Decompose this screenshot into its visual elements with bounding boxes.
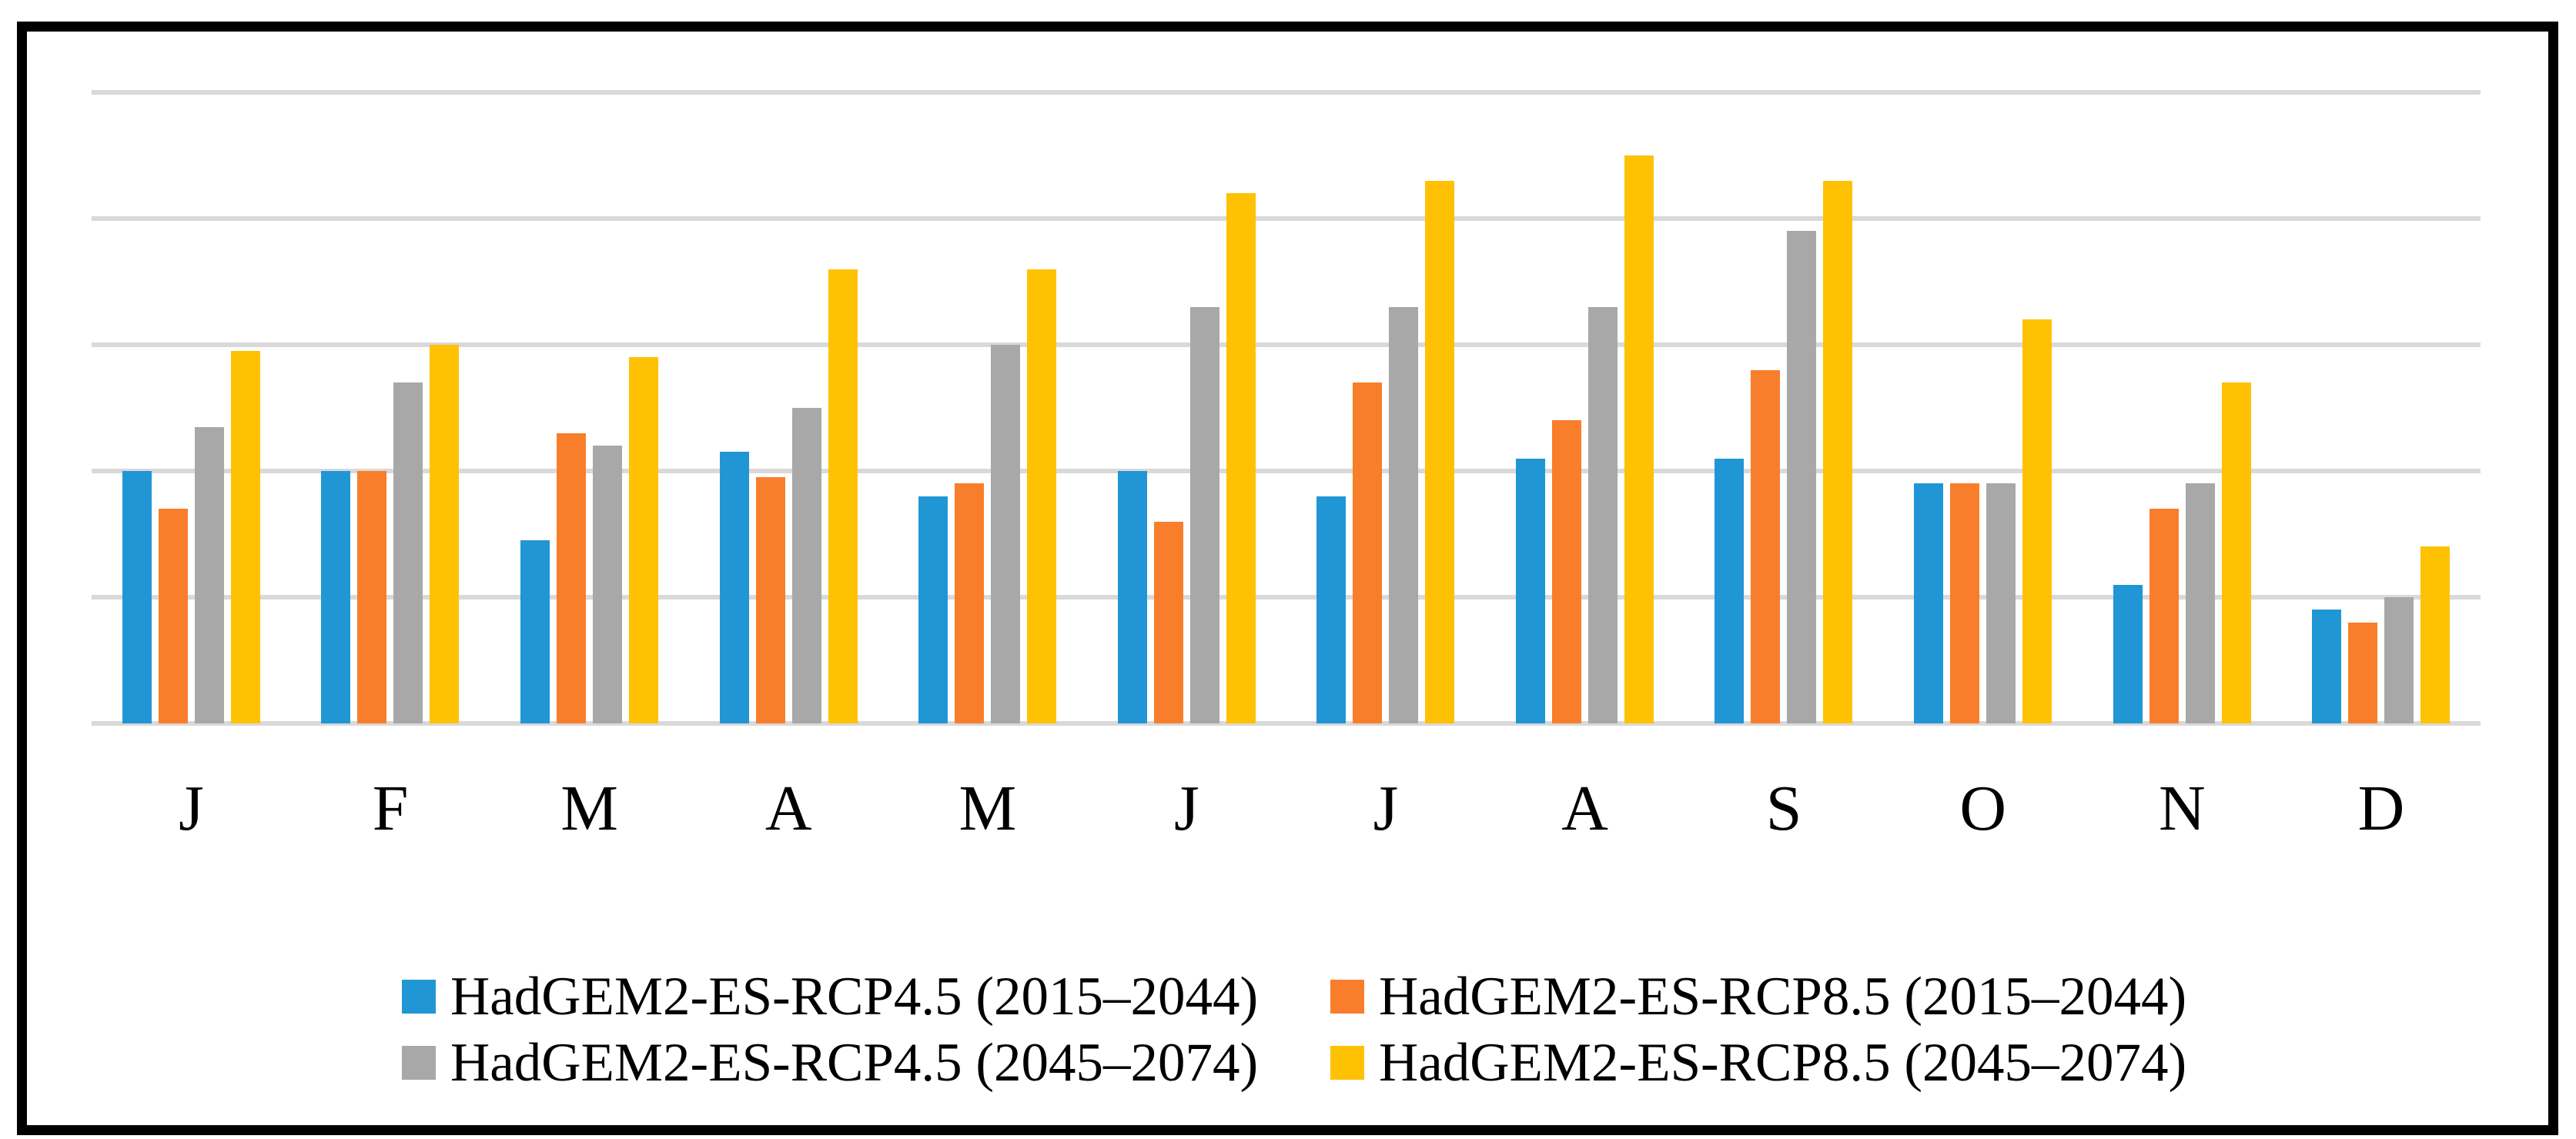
bar-10-series-2 bbox=[1950, 483, 1980, 723]
x-axis-label-12: D bbox=[2357, 773, 2405, 844]
bar-8-series-3 bbox=[1587, 306, 1618, 723]
bar-9-series-2 bbox=[1751, 369, 1781, 723]
bar-2-series-1 bbox=[321, 471, 351, 723]
bar-11-series-1 bbox=[2113, 584, 2143, 723]
bar-11-series-2 bbox=[2149, 509, 2179, 723]
legend-swatch-gray bbox=[402, 1046, 436, 1080]
x-axis-label-8: A bbox=[1561, 773, 1608, 844]
bar-9-series-4 bbox=[1823, 180, 1853, 723]
legend-label: HadGEM2-ES-RCP8.5 (2045–2074) bbox=[1379, 1033, 2187, 1093]
bar-8-series-2 bbox=[1551, 420, 1581, 723]
x-axis-label-5: M bbox=[958, 773, 1017, 844]
bar-8-series-4 bbox=[1624, 155, 1654, 723]
bar-2-series-4 bbox=[430, 345, 460, 723]
x-axis-label-10: O bbox=[1959, 773, 2007, 844]
bar-12-series-2 bbox=[2348, 622, 2378, 723]
x-axis-label-11: N bbox=[2158, 773, 2206, 844]
x-axis-label-6: J bbox=[1174, 773, 1199, 844]
gridline bbox=[92, 216, 2481, 221]
bar-2-series-3 bbox=[393, 382, 423, 723]
bar-7-series-2 bbox=[1353, 382, 1383, 723]
gridline bbox=[92, 469, 2481, 473]
bar-11-series-4 bbox=[2221, 382, 2251, 723]
bar-6-series-3 bbox=[1189, 306, 1219, 723]
x-axis-label-3: M bbox=[560, 773, 618, 844]
bar-7-series-4 bbox=[1425, 180, 1455, 723]
legend-item-rcp85-2015-2044: HadGEM2-ES-RCP8.5 (2015–2044) bbox=[1330, 964, 2186, 1030]
bar-5-series-1 bbox=[918, 496, 948, 723]
bar-3-series-2 bbox=[556, 433, 586, 723]
bar-1-series-1 bbox=[122, 471, 152, 723]
legend: HadGEM2-ES-RCP4.5 (2015–2044) HadGEM2-ES… bbox=[402, 964, 2186, 1096]
gridline bbox=[92, 342, 2481, 347]
bar-3-series-4 bbox=[628, 357, 658, 723]
bar-9-series-3 bbox=[1787, 231, 1817, 723]
bar-5-series-3 bbox=[991, 345, 1021, 723]
legend-item-rcp85-2045-2074: HadGEM2-ES-RCP8.5 (2045–2074) bbox=[1330, 1030, 2186, 1096]
gridline bbox=[92, 595, 2481, 600]
gridline bbox=[92, 90, 2481, 95]
x-axis-label-9: S bbox=[1765, 773, 1802, 844]
bar-5-series-4 bbox=[1027, 269, 1057, 723]
bar-3-series-3 bbox=[592, 446, 622, 723]
x-axis-label-2: F bbox=[372, 773, 409, 844]
legend-swatch-blue bbox=[402, 980, 436, 1014]
legend-swatch-yellow bbox=[1330, 1046, 1364, 1080]
figure-border bbox=[17, 22, 2558, 1135]
bar-12-series-4 bbox=[2420, 546, 2451, 723]
bar-4-series-4 bbox=[828, 269, 858, 723]
x-axis-label-1: J bbox=[179, 773, 204, 844]
bar-1-series-3 bbox=[194, 426, 224, 723]
legend-item-rcp45-2045-2074: HadGEM2-ES-RCP4.5 (2045–2074) bbox=[402, 1030, 1330, 1096]
bar-1-series-4 bbox=[230, 351, 260, 723]
x-axis-label-4: A bbox=[764, 773, 812, 844]
bar-4-series-2 bbox=[755, 477, 785, 723]
legend-label: HadGEM2-ES-RCP4.5 (2015–2044) bbox=[450, 967, 1259, 1027]
bar-2-series-2 bbox=[357, 471, 387, 723]
legend-label: HadGEM2-ES-RCP8.5 (2015–2044) bbox=[1379, 967, 2187, 1027]
legend-label: HadGEM2-ES-RCP4.5 (2045–2074) bbox=[450, 1033, 1259, 1093]
bar-8-series-1 bbox=[1515, 458, 1545, 723]
plot-area bbox=[92, 90, 2481, 726]
bar-10-series-3 bbox=[1986, 483, 2016, 723]
bar-1-series-2 bbox=[158, 509, 188, 723]
bar-6-series-1 bbox=[1117, 471, 1147, 723]
bar-11-series-3 bbox=[2185, 483, 2215, 723]
bar-4-series-3 bbox=[791, 408, 821, 723]
bar-3-series-1 bbox=[520, 540, 550, 723]
bar-7-series-1 bbox=[1316, 496, 1347, 723]
legend-item-rcp45-2015-2044: HadGEM2-ES-RCP4.5 (2015–2044) bbox=[402, 964, 1330, 1030]
bar-12-series-3 bbox=[2384, 597, 2414, 723]
legend-swatch-orange bbox=[1330, 980, 1364, 1014]
bar-10-series-1 bbox=[1914, 483, 1944, 723]
x-axis-label-7: J bbox=[1373, 773, 1399, 844]
bar-6-series-2 bbox=[1153, 521, 1183, 723]
bar-10-series-4 bbox=[2022, 319, 2052, 723]
bar-4-series-1 bbox=[719, 452, 749, 723]
bar-12-series-1 bbox=[2312, 610, 2342, 723]
bar-7-series-3 bbox=[1389, 306, 1419, 723]
x-axis-baseline bbox=[92, 721, 2481, 726]
bar-6-series-4 bbox=[1226, 193, 1256, 723]
bar-5-series-2 bbox=[955, 483, 985, 723]
bar-9-series-1 bbox=[1715, 458, 1745, 723]
